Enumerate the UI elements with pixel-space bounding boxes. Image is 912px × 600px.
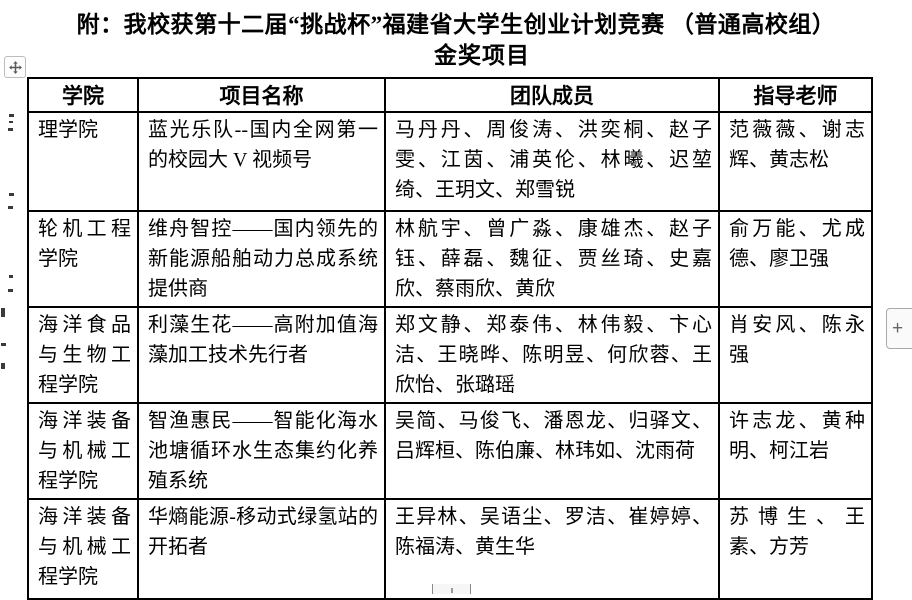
cell-members[interactable]: 马丹丹、周俊涛、洪奕桐、赵子雯、江茵、浦英伦、林曦、迟堃绮、王玥文、郑雪锐 [384,111,720,212]
horizontal-scrollbar-fragment[interactable] [432,584,471,594]
table-row: 海洋装备与机械工程学院 智渔惠民——智能化海水池塘循环水生态集约化养殖系统 吴简… [27,402,873,500]
cell-project[interactable]: 蓝光乐队--国内全网第一的校园大 V 视频号 [137,111,386,212]
document-title: 附：我校获第十二届“挑战杯”福建省大学生创业计划竞赛 （普通高校组） 金奖项目 [0,9,912,71]
table-header-row: 学院 项目名称 团队成员 指导老师 [27,77,873,113]
cell-college[interactable]: 海洋装备与机械工程学院 [27,402,139,500]
insert-row-plus-button[interactable]: + [886,308,912,349]
cell-teachers[interactable]: 肖安风、陈永强 [718,306,873,404]
cell-project[interactable]: 维舟智控——国内领先的新能源船舶动力总成系统提供商 [137,210,386,308]
cell-project[interactable]: 智渔惠民——智能化海水池塘循环水生态集约化养殖系统 [137,402,386,500]
cell-members[interactable]: 吴简、马俊飞、潘恩龙、归驿文、吕辉桓、陈伯廉、林玮如、沈雨荷 [384,402,720,500]
cell-college[interactable]: 海洋装备与机械工程学院 [27,498,139,600]
document-title-line2: 金奖项目 [434,43,530,68]
awards-table: 学院 项目名称 团队成员 指导老师 理学院 蓝光乐队--国内全网第一的校园大 V… [27,77,873,600]
table-row: 轮机工程学院 维舟智控——国内领先的新能源船舶动力总成系统提供商 林航宇、曾广淼… [27,210,873,308]
edge-fragment [1,343,6,346]
cell-teachers[interactable]: 俞万能、尤成德、廖卫强 [718,210,873,308]
table-row: 海洋装备与机械工程学院 华熵能源-移动式绿氢站的开拓者 王异林、吴语尘、罗洁、崔… [27,498,873,600]
header-teachers[interactable]: 指导老师 [718,77,873,113]
edge-fragment [8,128,13,131]
table-move-handle[interactable] [4,56,26,78]
header-members[interactable]: 团队成员 [384,77,720,113]
edge-fragment [1,363,5,369]
edge-fragment [9,275,13,278]
edge-fragment [9,114,14,117]
move-icon [8,60,23,75]
cell-teachers[interactable]: 苏博生、王素、方芳 [718,498,873,600]
document-title-line1: 附：我校获第十二届“挑战杯”福建省大学生创业计划竞赛 （普通高校组） [76,12,836,37]
cell-project[interactable]: 华熵能源-移动式绿氢站的开拓者 [137,498,386,600]
scrollbar-notch-icon [451,588,453,593]
edge-fragment [9,121,13,123]
cell-project[interactable]: 利藻生花——高附加值海藻加工技术先行者 [137,306,386,404]
table-row: 理学院 蓝光乐队--国内全网第一的校园大 V 视频号 马丹丹、周俊涛、洪奕桐、赵… [27,111,873,212]
cell-college[interactable]: 海洋食品与生物工程学院 [27,306,139,404]
cell-teachers[interactable]: 许志龙、黄种明、柯江岩 [718,402,873,500]
edge-fragment [8,289,13,292]
cell-members[interactable]: 郑文静、郑泰伟、林伟毅、卞心洁、王晓晔、陈明昱、何欣蓉、王欣怡、张璐瑶 [384,306,720,404]
edge-fragment [8,206,13,209]
cell-members[interactable]: 王异林、吴语尘、罗洁、崔婷婷、陈福涛、黄生华 [384,498,720,600]
header-college[interactable]: 学院 [27,77,139,113]
cell-teachers[interactable]: 范薇薇、谢志辉、黄志松 [718,111,873,212]
edge-fragment [1,308,5,317]
cell-college[interactable]: 轮机工程学院 [27,210,139,308]
table-row: 海洋食品与生物工程学院 利藻生花——高附加值海藻加工技术先行者 郑文静、郑泰伟、… [27,306,873,404]
cell-members[interactable]: 林航宇、曾广淼、康雄杰、赵子钰、薛磊、魏征、贾丝琦、史嘉欣、蔡雨欣、黄欣 [384,210,720,308]
plus-icon: + [892,317,904,339]
cell-college[interactable]: 理学院 [27,111,139,212]
edge-fragment [9,193,14,196]
header-project[interactable]: 项目名称 [137,77,386,113]
